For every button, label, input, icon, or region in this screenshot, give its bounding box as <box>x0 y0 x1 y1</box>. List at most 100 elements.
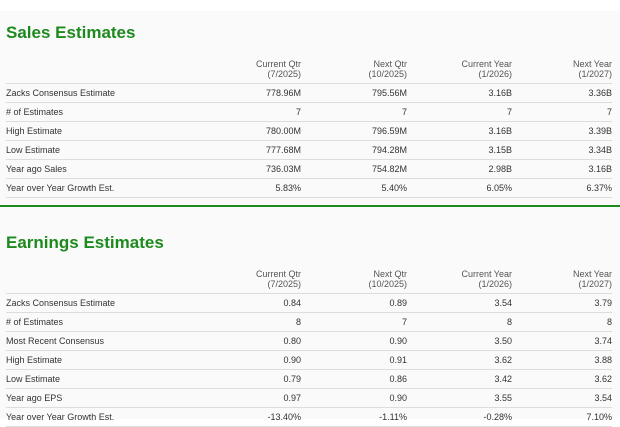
header-blank <box>6 55 208 84</box>
column-period: (1/2027) <box>578 69 612 79</box>
table-row: High Estimate 0.90 0.91 3.62 3.88 <box>6 350 612 370</box>
row-label: # of Estimates <box>6 312 208 332</box>
column-header-next-qtr: Next Qtr (10/2025) <box>301 55 407 84</box>
column-header-next-qtr: Next Qtr (10/2025) <box>301 265 407 294</box>
cell-value: 0.90 <box>301 388 407 408</box>
cell-value: 7 <box>301 312 407 332</box>
cell-value: 0.86 <box>301 369 407 389</box>
cell-value: 3.42 <box>407 369 512 389</box>
column-label: Next Year <box>572 59 612 69</box>
column-label: Current Year <box>461 269 512 279</box>
column-label: Next Year <box>572 269 612 279</box>
column-label: Next Qtr <box>373 59 407 69</box>
row-label: Year over Year Growth Est. <box>6 178 208 198</box>
cell-value: 8 <box>512 312 612 332</box>
cell-value: 0.89 <box>301 293 407 313</box>
cell-value: 3.74 <box>512 331 612 351</box>
table-row: # of Estimates 8 7 8 8 <box>6 312 612 332</box>
cell-value: 8 <box>407 312 512 332</box>
estimates-panel: Sales Estimates Current Qtr (7/2025) Next… <box>0 11 620 427</box>
row-label: Year ago EPS <box>6 388 208 408</box>
cell-value: 3.16B <box>512 159 612 179</box>
cell-value: 3.79 <box>512 293 612 313</box>
cell-value: 3.34B <box>512 140 612 160</box>
cell-value: 6.37% <box>512 178 612 198</box>
table-row: # of Estimates 7 7 7 7 <box>6 102 612 122</box>
section-divider <box>0 205 620 207</box>
cell-value: 0.80 <box>208 331 301 351</box>
table-row: Most Recent Consensus 0.80 0.90 3.50 3.7… <box>6 331 612 351</box>
cell-value: 7 <box>301 102 407 122</box>
table-row: Year ago Sales 736.03M 754.82M 2.98B 3.1… <box>6 159 612 179</box>
cell-value: 0.90 <box>301 331 407 351</box>
sales-estimates-title: Sales Estimates <box>6 23 136 42</box>
earnings-estimates-title: Earnings Estimates <box>6 233 164 252</box>
cell-value: 0.97 <box>208 388 301 408</box>
column-period: (7/2025) <box>267 69 301 79</box>
column-label: Next Qtr <box>373 269 407 279</box>
row-label: Low Estimate <box>6 369 208 389</box>
table-row: Zacks Consensus Estimate 0.84 0.89 3.54 … <box>6 293 612 313</box>
cell-value: 8 <box>208 312 301 332</box>
cell-value: 778.96M <box>208 83 301 103</box>
table-header-row: Current Qtr (7/2025) Next Qtr (10/2025) Cu… <box>6 265 612 294</box>
row-label: High Estimate <box>6 121 208 141</box>
cell-value: 5.83% <box>208 178 301 198</box>
table-row: Zacks Consensus Estimate 778.96M 795.56M… <box>6 83 612 103</box>
column-header-next-year: Next Year (1/2027) <box>512 55 612 84</box>
table-row: Low Estimate 0.79 0.86 3.42 3.62 <box>6 369 612 389</box>
cell-value: 3.15B <box>407 140 512 160</box>
column-label: Current Qtr <box>255 59 301 69</box>
cell-value: 3.39B <box>512 121 612 141</box>
cell-value: 3.62 <box>407 350 512 370</box>
cell-value: 3.50 <box>407 331 512 351</box>
sales-estimates-table: Current Qtr (7/2025) Next Qtr (10/2025) Cu… <box>6 55 612 198</box>
cell-value: 3.36B <box>512 83 612 103</box>
cell-value: 754.82M <box>301 159 407 179</box>
cell-value: 3.16B <box>407 83 512 103</box>
row-label: Zacks Consensus Estimate <box>6 83 208 103</box>
cell-value: 0.84 <box>208 293 301 313</box>
row-label: Zacks Consensus Estimate <box>6 293 208 313</box>
cell-value: 736.03M <box>208 159 301 179</box>
table-row: Year over Year Growth Est. -13.40% -1.11… <box>6 407 612 427</box>
column-period: (1/2026) <box>478 69 512 79</box>
cell-value: 795.56M <box>301 83 407 103</box>
table-header-row: Current Qtr (7/2025) Next Qtr (10/2025) Cu… <box>6 55 612 84</box>
cell-value: 6.05% <box>407 178 512 198</box>
table-row: Year ago EPS 0.97 0.90 3.55 3.54 <box>6 388 612 408</box>
cell-value: 7 <box>512 102 612 122</box>
row-label: Most Recent Consensus <box>6 331 208 351</box>
column-header-current-qtr: Current Qtr (7/2025) <box>208 55 301 84</box>
cell-value: 3.54 <box>407 293 512 313</box>
cell-value: 3.55 <box>407 388 512 408</box>
cell-value: 5.40% <box>301 178 407 198</box>
cell-value: -1.11% <box>301 407 407 427</box>
column-header-next-year: Next Year (1/2027) <box>512 265 612 294</box>
column-header-current-year: Current Year (1/2026) <box>407 55 512 84</box>
cell-value: 3.88 <box>512 350 612 370</box>
cell-value: 0.91 <box>301 350 407 370</box>
cell-value: 7.10% <box>512 407 612 427</box>
cell-value: 796.59M <box>301 121 407 141</box>
column-header-current-qtr: Current Qtr (7/2025) <box>208 265 301 294</box>
column-period: (1/2026) <box>478 279 512 289</box>
row-label: High Estimate <box>6 350 208 370</box>
column-period: (7/2025) <box>267 279 301 289</box>
column-period: (10/2025) <box>368 69 407 79</box>
cell-value: -0.28% <box>407 407 512 427</box>
cell-value: 7 <box>407 102 512 122</box>
earnings-estimates-table: Current Qtr (7/2025) Next Qtr (10/2025) Cu… <box>6 265 612 427</box>
cell-value: 777.68M <box>208 140 301 160</box>
column-label: Current Qtr <box>255 269 301 279</box>
row-label: # of Estimates <box>6 102 208 122</box>
column-period: (1/2027) <box>578 279 612 289</box>
cell-value: 0.79 <box>208 369 301 389</box>
row-label: Year ago Sales <box>6 159 208 179</box>
sales-estimates-section: Sales Estimates Current Qtr (7/2025) Next… <box>6 23 612 198</box>
cell-value: 780.00M <box>208 121 301 141</box>
cell-value: 0.90 <box>208 350 301 370</box>
earnings-estimates-section: Earnings Estimates Current Qtr (7/2025) N… <box>6 233 612 427</box>
column-header-current-year: Current Year (1/2026) <box>407 265 512 294</box>
cell-value: 3.16B <box>407 121 512 141</box>
